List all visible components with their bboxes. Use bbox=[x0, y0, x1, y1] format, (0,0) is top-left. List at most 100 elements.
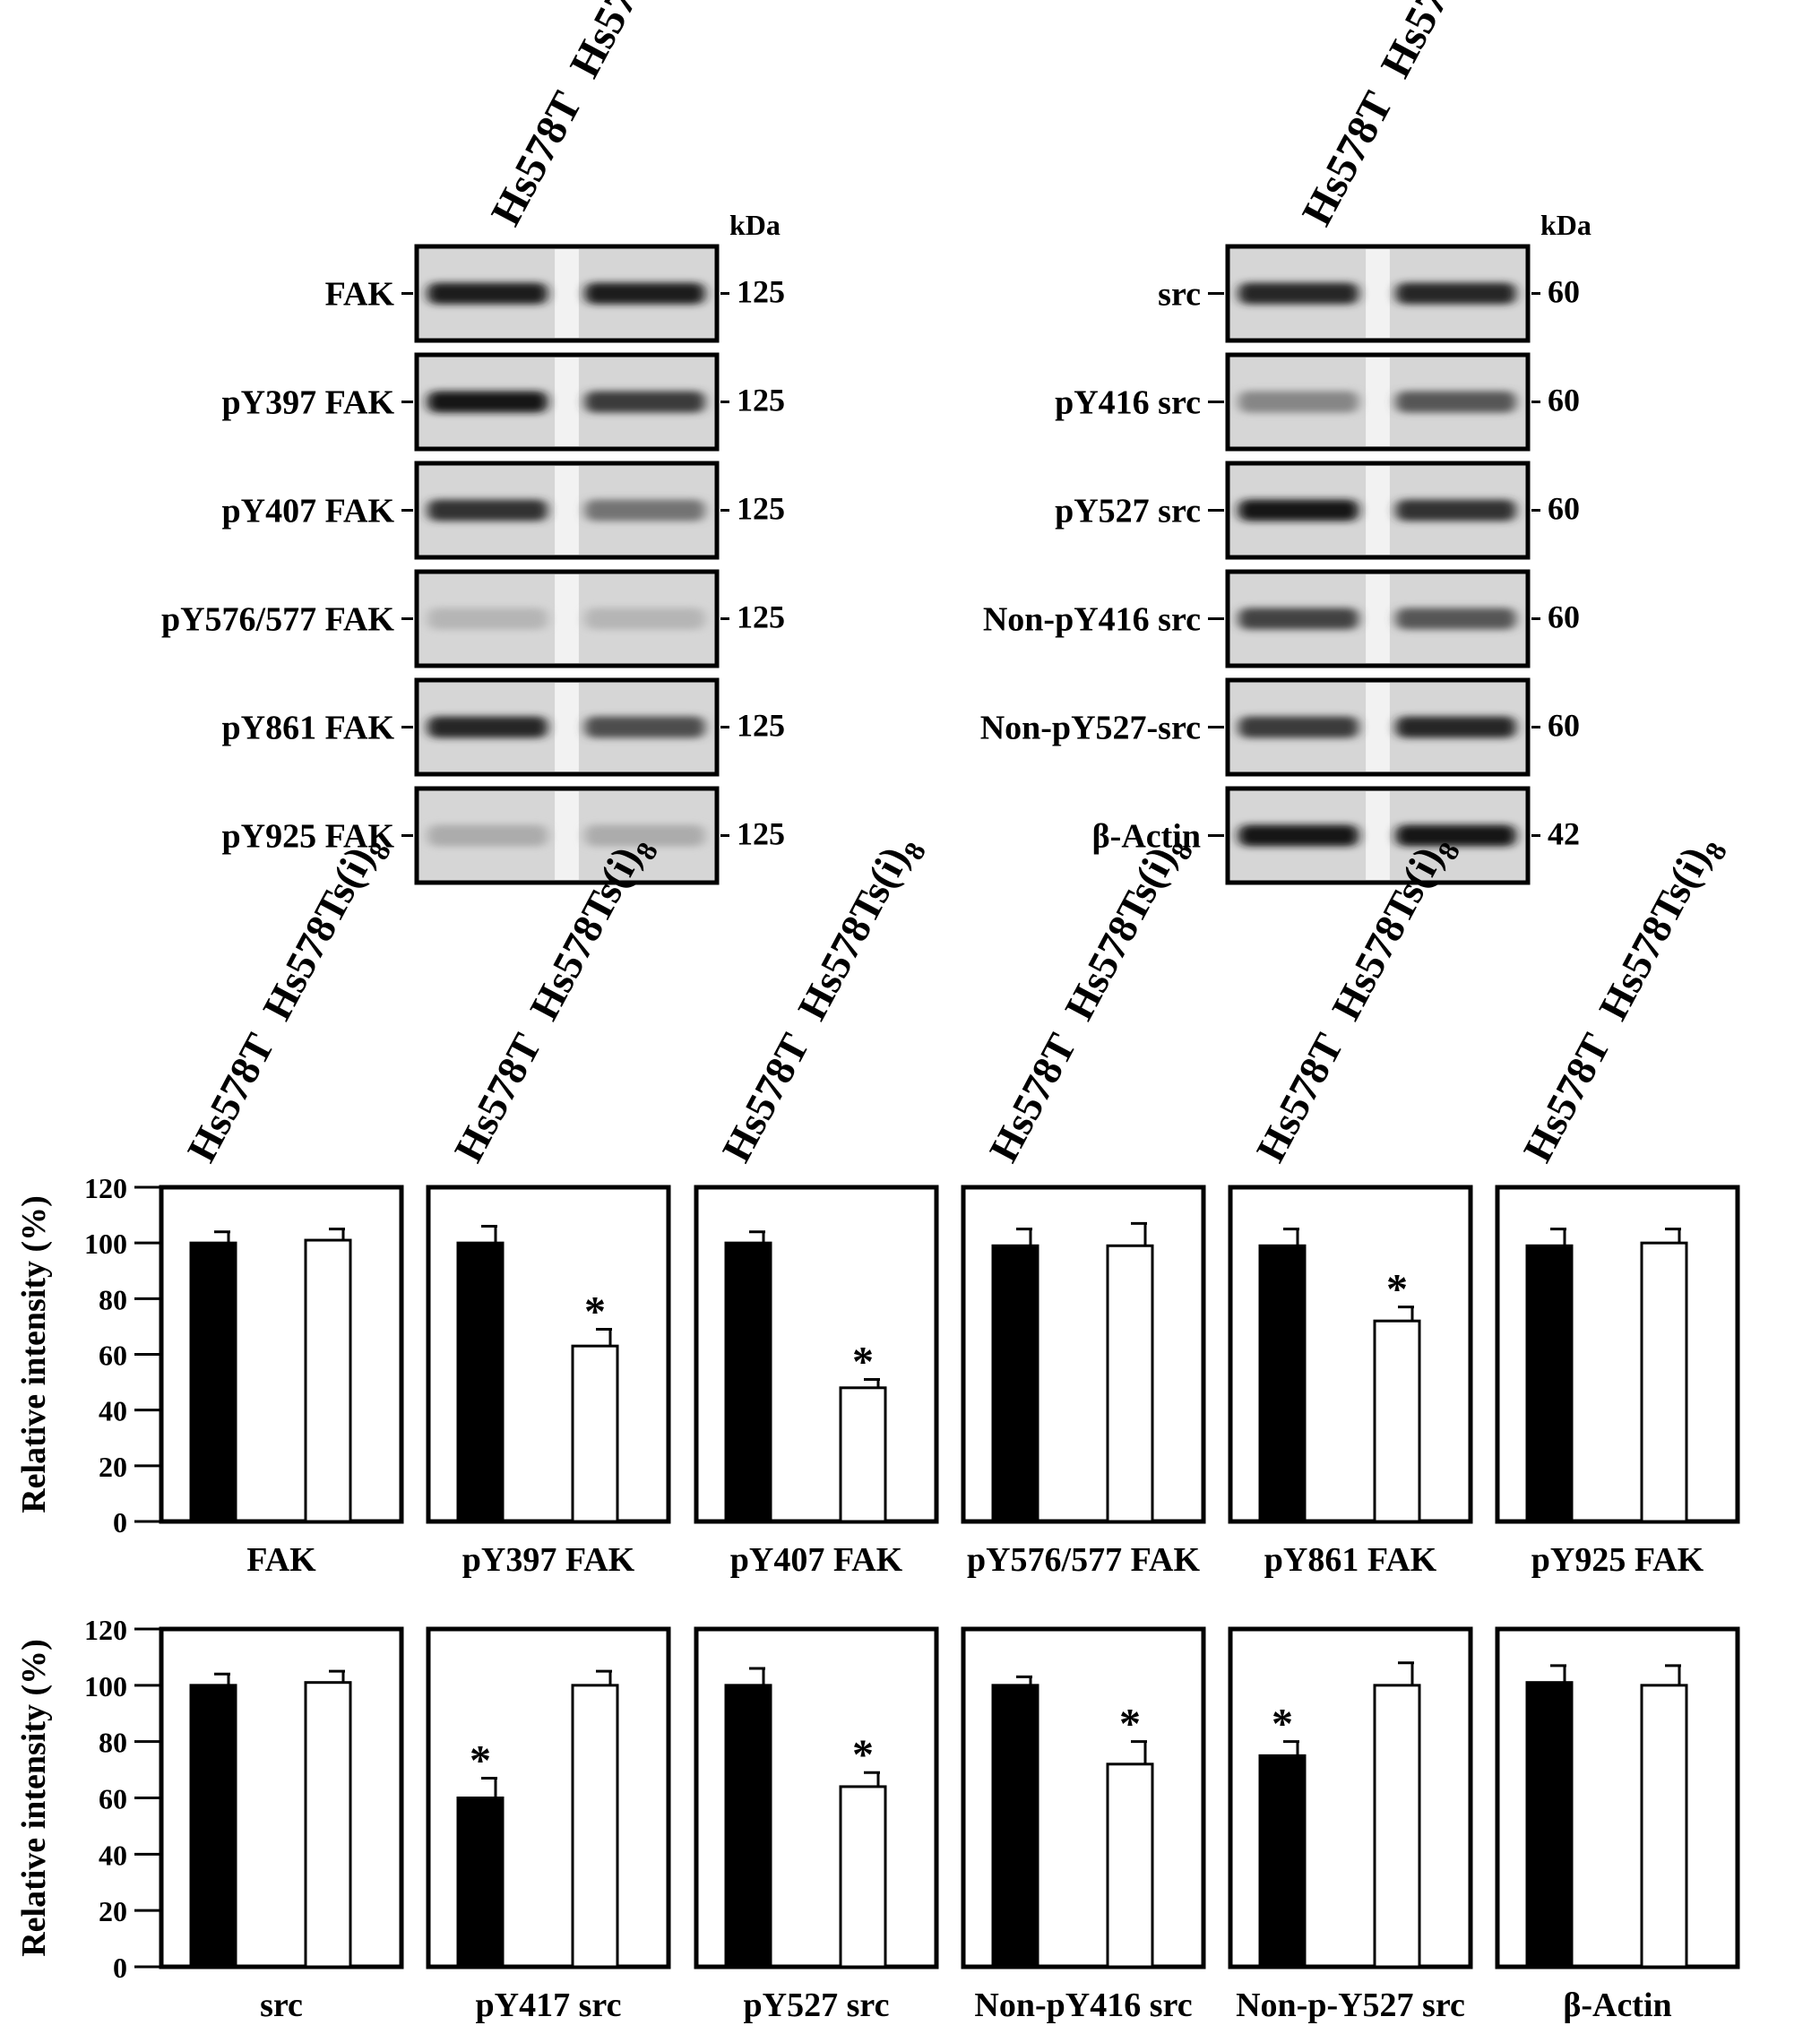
y-tick-label: 0 bbox=[113, 1952, 127, 1984]
significance-star: * bbox=[1272, 1701, 1293, 1748]
bar-hs578ts bbox=[571, 1684, 619, 1969]
bar-hs578t bbox=[1525, 1244, 1574, 1523]
panel-frame bbox=[1495, 1185, 1740, 1524]
bar-hs578ts bbox=[571, 1344, 619, 1523]
chart-panel: * pY397 FAK bbox=[426, 1185, 671, 1579]
lane-label-2-main: Hs578Ts(i) bbox=[1372, 0, 1506, 85]
blot-row: FAK 125 bbox=[325, 244, 785, 343]
bar-hs578t bbox=[456, 1797, 505, 1969]
y-tick-label: 60 bbox=[99, 1340, 127, 1372]
lane-label-2-main: Hs578Ts(i) bbox=[789, 840, 918, 1028]
kda-value: 60 bbox=[1548, 599, 1580, 635]
chart-panel: FAK bbox=[159, 1185, 404, 1579]
kda-unit-label: kDa bbox=[1540, 209, 1591, 241]
lane-label-2: Hs578Ts(i)8 bbox=[1056, 826, 1199, 1031]
band-lane-1 bbox=[1238, 282, 1359, 305]
y-tick-label: 40 bbox=[99, 1395, 127, 1427]
lane-label-2: Hs578Ts(i)8 bbox=[1590, 826, 1733, 1031]
band-lane-1 bbox=[1238, 716, 1359, 738]
blot-row: Non-pY527-src 60 bbox=[980, 677, 1580, 777]
panel-frame bbox=[426, 1626, 671, 1969]
blot-row: β-Actin 42 bbox=[1092, 786, 1580, 885]
blot-row: pY416 src 60 bbox=[1055, 352, 1580, 452]
y-tick-label: 60 bbox=[99, 1783, 127, 1815]
panel-label: pY527 src bbox=[744, 1987, 890, 2024]
blot-row: pY407 FAK 125 bbox=[222, 461, 785, 560]
lane-gap bbox=[555, 358, 579, 446]
blot-row-label: pY861 FAK bbox=[222, 710, 395, 747]
band-lane-1 bbox=[1238, 499, 1359, 521]
band-lane-1 bbox=[427, 716, 548, 738]
lane-gap bbox=[1366, 574, 1390, 663]
panel-label: pY407 FAK bbox=[730, 1541, 903, 1579]
band-lane-2 bbox=[584, 716, 705, 738]
kda-value: 125 bbox=[737, 599, 785, 635]
blot-row: pY925 FAK 125 bbox=[222, 786, 785, 885]
panel-frame bbox=[961, 1626, 1206, 1969]
kda-value: 125 bbox=[737, 816, 785, 852]
blot-row-label: pY397 FAK bbox=[222, 384, 395, 422]
band-lane-2 bbox=[584, 499, 705, 521]
lane-label-1: Hs578T bbox=[1514, 1026, 1619, 1168]
bar-hs578ts bbox=[1373, 1684, 1421, 1969]
bar-hs578t bbox=[724, 1684, 772, 1969]
band-lane-1 bbox=[1238, 391, 1359, 413]
blot-row: pY576/577 FAK 125 bbox=[161, 569, 785, 668]
panel-label: pY861 FAK bbox=[1264, 1541, 1437, 1579]
lane-gap bbox=[1366, 358, 1390, 446]
kda-value: 125 bbox=[737, 708, 785, 744]
significance-star: * bbox=[1119, 1701, 1141, 1748]
y-tick-label: 100 bbox=[84, 1670, 127, 1702]
bar-hs578t bbox=[1258, 1754, 1307, 1969]
lane-gap bbox=[555, 466, 579, 555]
chart-panel: * pY861 FAK bbox=[1228, 1185, 1473, 1579]
bar-hs578t bbox=[1258, 1244, 1307, 1523]
panel-frame bbox=[694, 1185, 939, 1524]
lane-gap bbox=[555, 683, 579, 771]
lane-gap bbox=[1366, 466, 1390, 555]
kda-unit-label: kDa bbox=[729, 209, 781, 241]
kda-value: 125 bbox=[737, 274, 785, 310]
chart-panel: pY925 FAK bbox=[1495, 1185, 1740, 1579]
y-axis-label: Relative intensity (%) bbox=[15, 1195, 53, 1513]
panel-frame bbox=[694, 1626, 939, 1969]
blot-row-label: pY407 FAK bbox=[222, 493, 395, 530]
bar-hs578t bbox=[456, 1241, 505, 1523]
panel-label: FAK bbox=[246, 1541, 316, 1579]
blot-row-label: pY416 src bbox=[1055, 384, 1201, 422]
band-lane-1 bbox=[427, 499, 548, 521]
lane-label-2: Hs578Ts(i)8 bbox=[561, 0, 711, 90]
band-lane-2 bbox=[1395, 824, 1516, 847]
bar-hs578t bbox=[189, 1684, 237, 1969]
band-lane-1 bbox=[1238, 608, 1359, 630]
panel-frame bbox=[159, 1185, 404, 1524]
lane-label-1: Hs578T bbox=[1293, 84, 1402, 233]
band-lane-1 bbox=[427, 824, 548, 847]
blot-row: src 60 bbox=[1158, 244, 1580, 343]
blot-row: pY861 FAK 125 bbox=[222, 677, 785, 777]
panel-frame bbox=[159, 1626, 404, 1969]
panel-label: pY397 FAK bbox=[462, 1541, 635, 1579]
bar-hs578ts bbox=[839, 1386, 887, 1523]
y-tick-label: 100 bbox=[84, 1228, 127, 1260]
y-tick-label: 0 bbox=[113, 1506, 127, 1538]
panel-label: Non-p-Y527 src bbox=[1236, 1987, 1465, 2024]
bar-hs578ts bbox=[1640, 1684, 1688, 1969]
significance-star: * bbox=[852, 1338, 874, 1385]
bar-hs578ts bbox=[1640, 1241, 1688, 1523]
lane-label-1: Hs578T bbox=[445, 1026, 550, 1168]
lane-label-1: Hs578T bbox=[713, 1026, 818, 1168]
y-tick-label: 80 bbox=[99, 1283, 127, 1315]
blot-row-label: pY527 src bbox=[1055, 493, 1201, 530]
panel-label: pY576/577 FAK bbox=[967, 1541, 1200, 1579]
significance-star: * bbox=[852, 1731, 874, 1779]
lane-gap bbox=[1366, 791, 1390, 880]
bar-hs578t bbox=[189, 1241, 237, 1523]
lane-gap bbox=[1366, 683, 1390, 771]
panel-frame bbox=[1228, 1626, 1473, 1969]
